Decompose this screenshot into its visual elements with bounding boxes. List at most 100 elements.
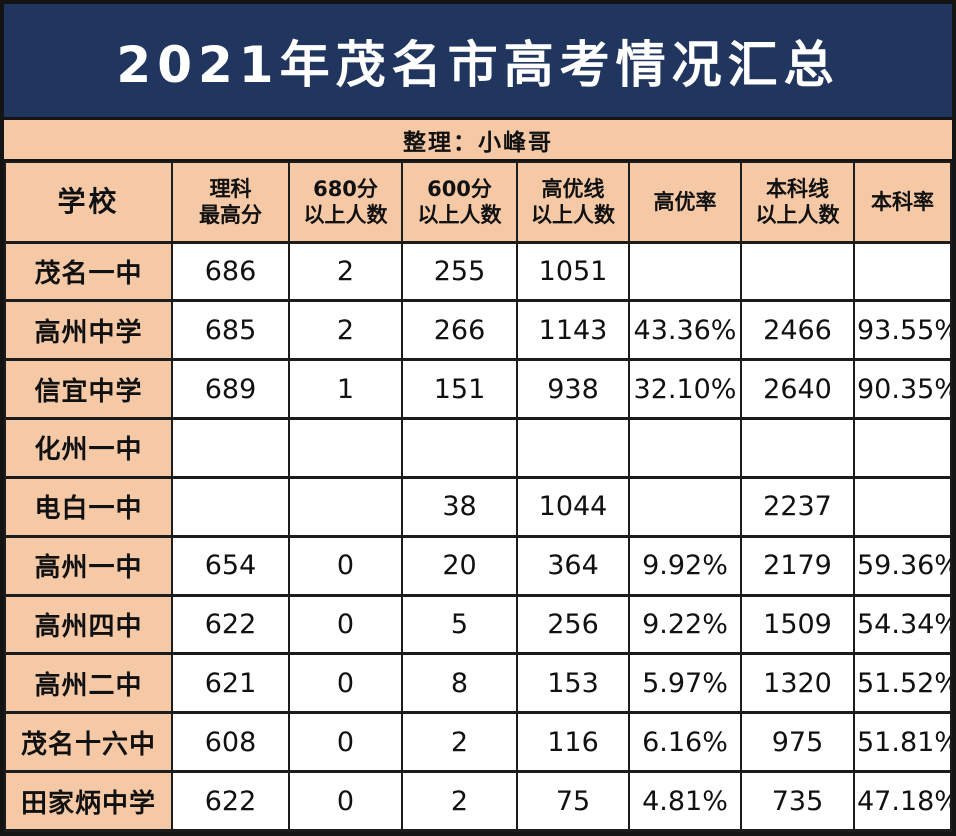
value-cell: 90.35% — [853, 358, 952, 421]
value-cell: 266 — [401, 299, 518, 362]
value-cell: 1051 — [516, 241, 630, 303]
value-cell: 5.97% — [628, 652, 742, 715]
value-cell: 9.92% — [628, 535, 742, 597]
value-cell: 364 — [516, 535, 630, 597]
value-cell: 1044 — [516, 476, 630, 538]
school-name-cell: 电白一中 — [4, 476, 173, 538]
value-cell: 8 — [401, 652, 518, 715]
table-row: 高州四中 622 0 5 256 9.22% 1509 54.34% — [4, 594, 952, 656]
value-cell: 1509 — [740, 594, 855, 656]
value-cell: 54.34% — [853, 594, 952, 656]
value-cell — [288, 476, 403, 538]
table-row: 高州一中 654 0 20 364 9.92% 2179 59.36% — [4, 535, 952, 597]
table-row: 高州中学 685 2 266 1143 43.36% 2466 93.55% — [4, 299, 952, 362]
column-header-bachelor-rate: 本科率 — [853, 161, 952, 244]
value-cell: 43.36% — [628, 299, 742, 362]
value-cell: 2 — [401, 770, 518, 832]
column-header-above-priority-line: 高优线 以上人数 — [516, 161, 630, 244]
table-row: 茂名十六中 608 0 2 116 6.16% 975 51.81% — [4, 711, 952, 774]
value-cell: 0 — [288, 535, 403, 597]
value-cell: 938 — [516, 358, 630, 421]
value-cell: 2 — [288, 241, 403, 303]
value-cell: 1320 — [740, 652, 855, 715]
table-row: 信宜中学 689 1 151 938 32.10% 2640 90.35% — [4, 358, 952, 421]
value-cell: 2 — [288, 299, 403, 362]
value-cell: 2237 — [740, 476, 855, 538]
value-cell: 685 — [171, 299, 290, 362]
value-cell: 6.16% — [628, 711, 742, 774]
value-cell — [516, 417, 630, 479]
value-cell: 4.81% — [628, 770, 742, 832]
value-cell: 9.22% — [628, 594, 742, 656]
value-cell: 0 — [288, 770, 403, 832]
value-cell: 622 — [171, 594, 290, 656]
value-cell: 2 — [401, 711, 518, 774]
value-cell: 255 — [401, 241, 518, 303]
value-cell: 735 — [740, 770, 855, 832]
page-title: 2021年茂名市高考情况汇总 — [4, 4, 952, 120]
value-cell: 51.81% — [853, 711, 952, 774]
column-header-priority-rate: 高优率 — [628, 161, 742, 244]
school-name-cell: 化州一中 — [4, 417, 173, 479]
value-cell — [628, 417, 742, 479]
value-cell: 0 — [288, 652, 403, 715]
value-cell — [628, 241, 742, 303]
value-cell: 256 — [516, 594, 630, 656]
column-header-above-680: 680分 以上人数 — [288, 161, 403, 244]
value-cell: 32.10% — [628, 358, 742, 421]
column-header-above-600: 600分 以上人数 — [401, 161, 518, 244]
column-header-school: 学校 — [4, 161, 173, 244]
results-table: 学校 理科 最高分 680分 以上人数 600分 以上人数 高优线 以上人数 高… — [4, 161, 952, 832]
value-cell: 51.52% — [853, 652, 952, 715]
value-cell — [740, 241, 855, 303]
value-cell: 116 — [516, 711, 630, 774]
column-header-above-bachelor-line: 本科线 以上人数 — [740, 161, 855, 244]
value-cell: 2640 — [740, 358, 855, 421]
school-name-cell: 高州一中 — [4, 535, 173, 597]
school-name-cell: 茂名一中 — [4, 241, 173, 303]
school-name-cell: 高州二中 — [4, 652, 173, 715]
school-name-cell: 高州四中 — [4, 594, 173, 656]
value-cell: 0 — [288, 594, 403, 656]
table-row: 田家炳中学 622 0 2 75 4.81% 735 47.18% — [4, 770, 952, 832]
value-cell: 1 — [288, 358, 403, 421]
value-cell: 75 — [516, 770, 630, 832]
value-cell: 686 — [171, 241, 290, 303]
table-row: 茂名一中 686 2 255 1051 — [4, 241, 952, 303]
school-name-cell: 田家炳中学 — [4, 770, 173, 832]
value-cell: 621 — [171, 652, 290, 715]
value-cell — [628, 476, 742, 538]
value-cell: 689 — [171, 358, 290, 421]
school-name-cell: 茂名十六中 — [4, 711, 173, 774]
value-cell: 59.36% — [853, 535, 952, 597]
value-cell: 0 — [288, 711, 403, 774]
school-name-cell: 高州中学 — [4, 299, 173, 362]
table-row: 化州一中 — [4, 417, 952, 479]
header-row: 学校 理科 最高分 680分 以上人数 600分 以上人数 高优线 以上人数 高… — [4, 161, 952, 244]
school-name-cell: 信宜中学 — [4, 358, 173, 421]
column-header-science-top-score: 理科 最高分 — [171, 161, 290, 244]
table-row: 电白一中 38 1044 2237 — [4, 476, 952, 538]
value-cell: 151 — [401, 358, 518, 421]
value-cell — [853, 241, 952, 303]
value-cell — [171, 476, 290, 538]
value-cell: 2179 — [740, 535, 855, 597]
value-cell — [401, 417, 518, 479]
value-cell: 975 — [740, 711, 855, 774]
value-cell — [853, 417, 952, 479]
value-cell: 1143 — [516, 299, 630, 362]
value-cell: 47.18% — [853, 770, 952, 832]
subtitle-credit: 整理：小峰哥 — [4, 120, 952, 161]
value-cell — [171, 417, 290, 479]
value-cell: 2466 — [740, 299, 855, 362]
value-cell — [740, 417, 855, 479]
value-cell — [853, 476, 952, 538]
value-cell: 153 — [516, 652, 630, 715]
value-cell — [288, 417, 403, 479]
table-row: 高州二中 621 0 8 153 5.97% 1320 51.52% — [4, 652, 952, 715]
value-cell: 93.55% — [853, 299, 952, 362]
table-body: 茂名一中 686 2 255 1051 高州中学 685 2 266 1143 43.36% 2466… — [4, 241, 952, 832]
value-cell: 38 — [401, 476, 518, 538]
value-cell: 622 — [171, 770, 290, 832]
